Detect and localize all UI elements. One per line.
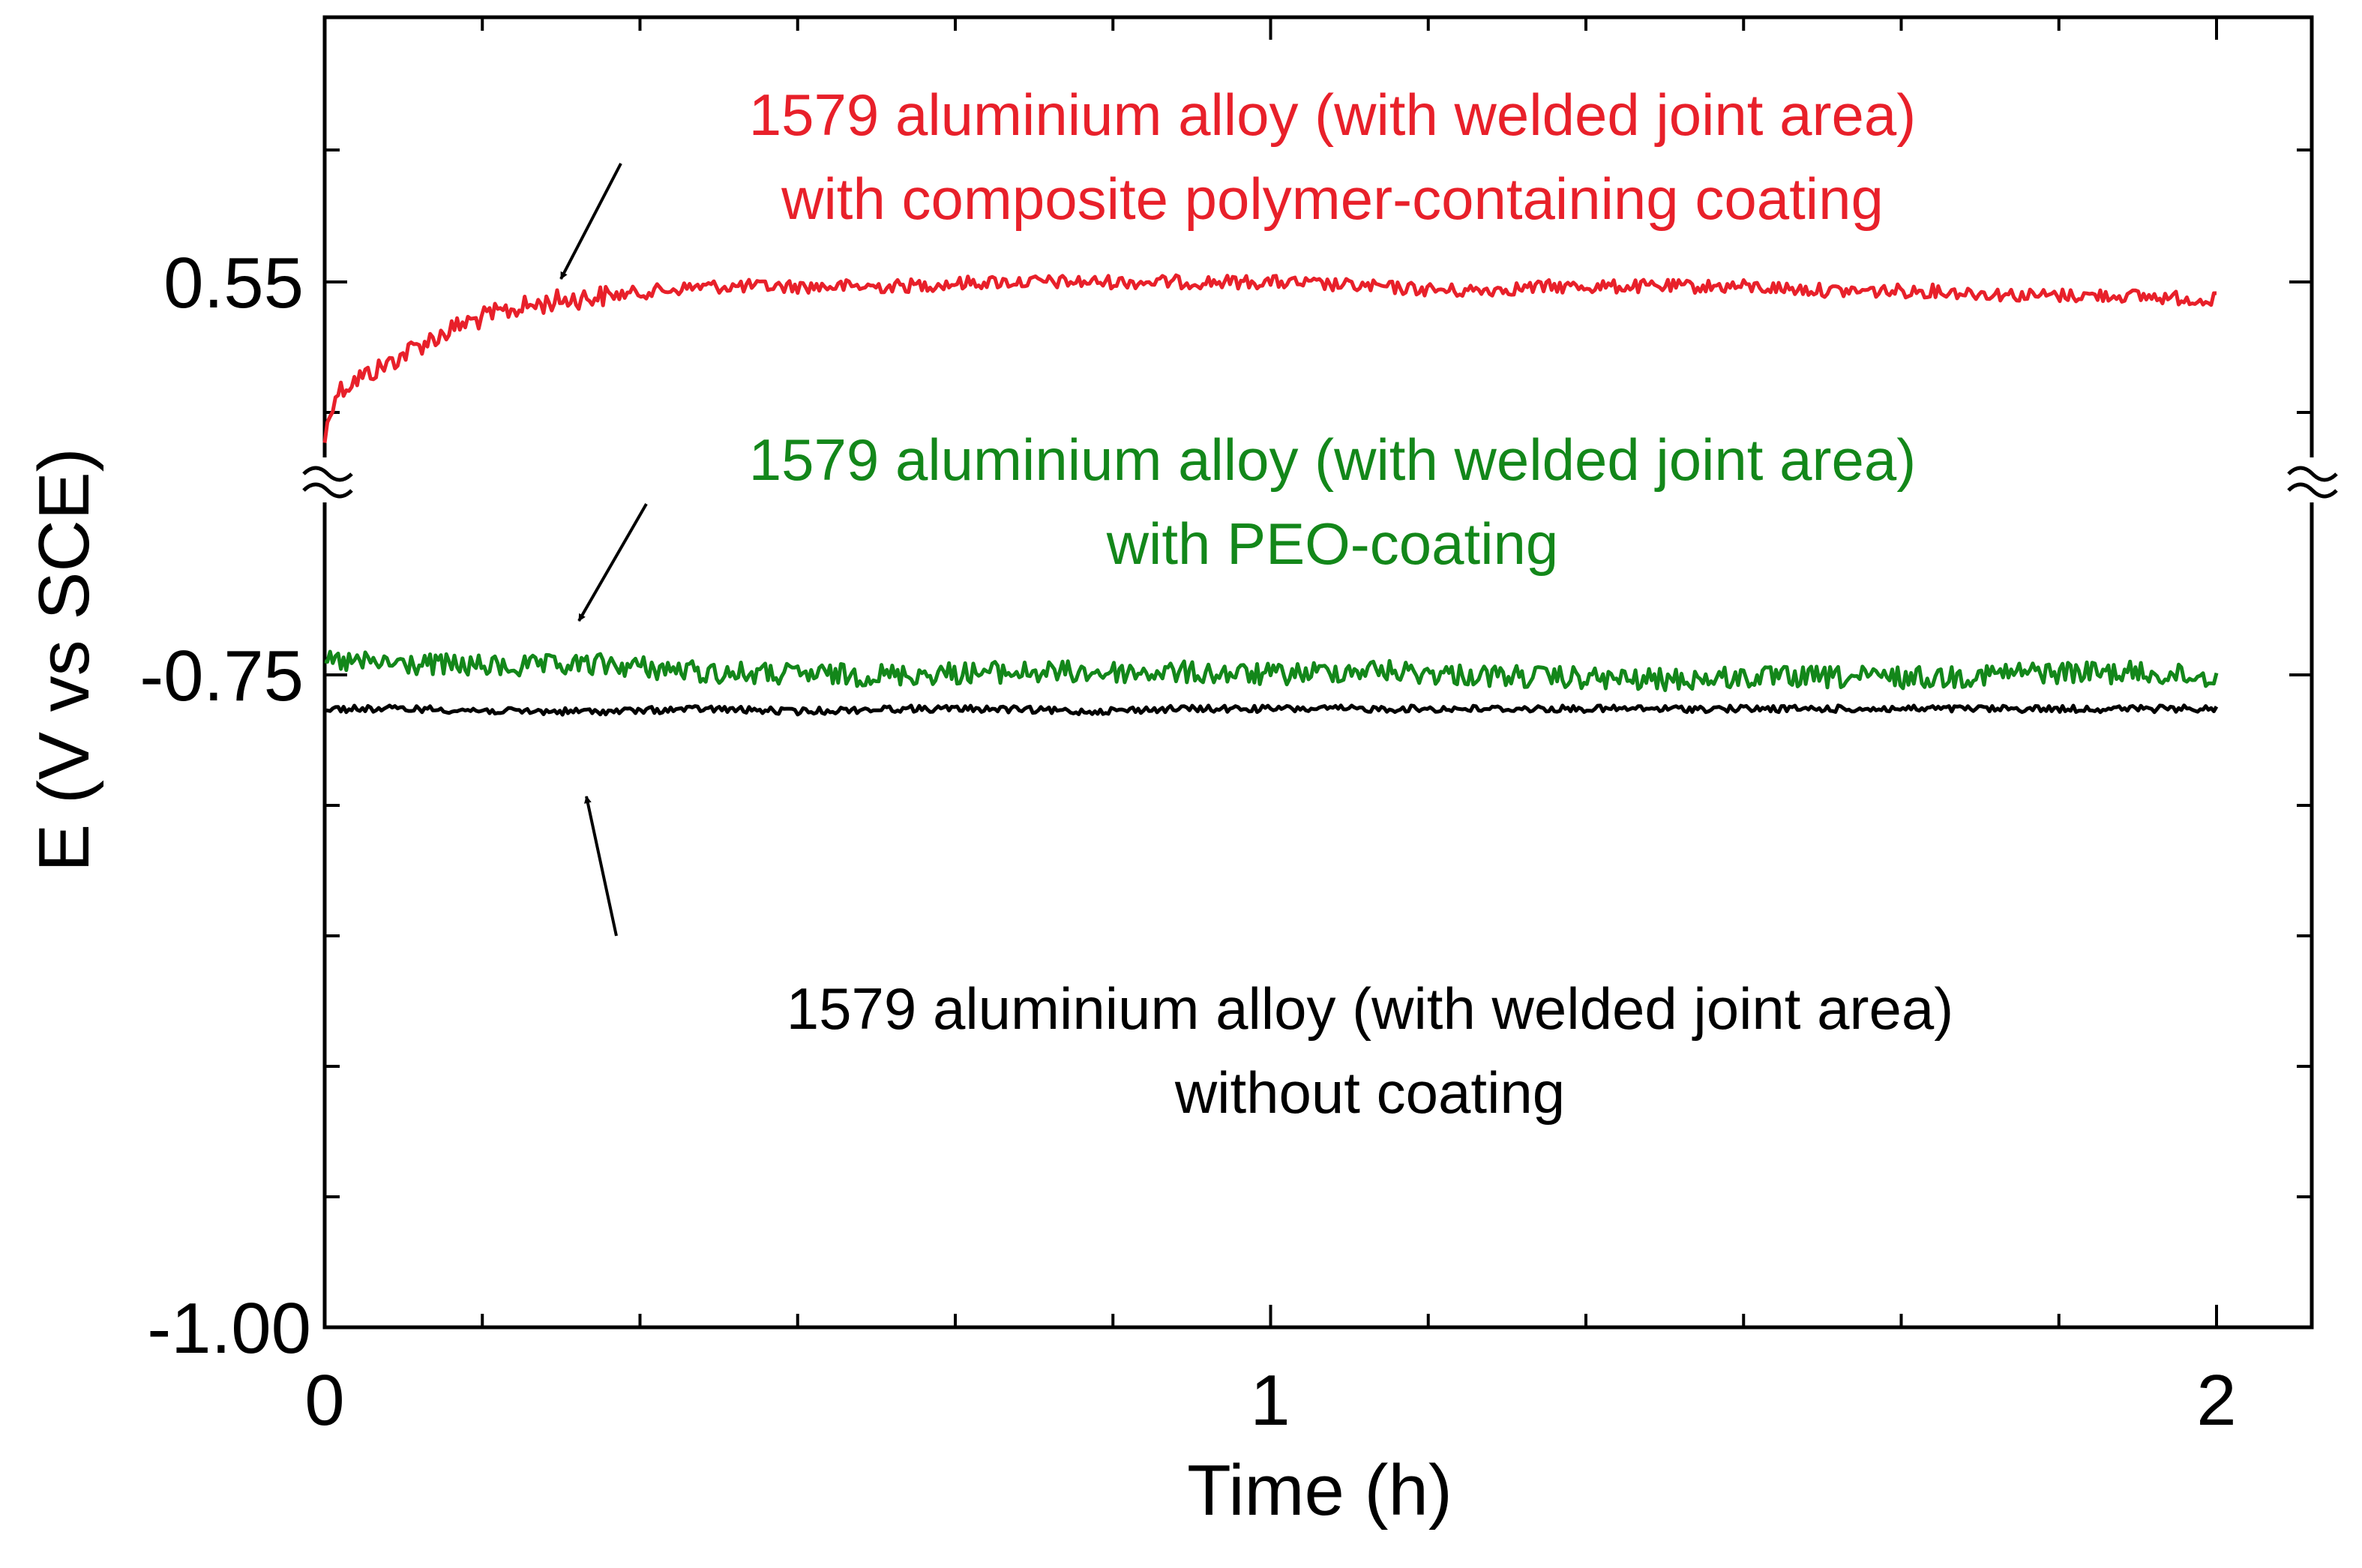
annotation-polymer-arrow <box>559 163 622 280</box>
x-axis-title: Time (h) <box>1187 1450 1452 1531</box>
series-line-without-coating <box>324 703 2219 717</box>
series-line-peo-coating <box>324 649 2219 692</box>
annotation-uncoated-arrow <box>584 796 618 937</box>
y-axis-break-right <box>2286 457 2338 502</box>
x-tick-label-0: 0 <box>304 1360 344 1441</box>
y-tick-label-top: 0.55 <box>163 243 304 323</box>
y-axis-title: E (V vs SCE) <box>24 448 104 871</box>
y-axis-break-left <box>300 457 353 502</box>
series-line-polymer-coating <box>322 273 2217 443</box>
annotation-peo-line-1: 1579 aluminium alloy (with welded joint … <box>749 427 1916 493</box>
x-tick-label-1: 1 <box>1250 1360 1290 1441</box>
annotation-peo-line-2: with PEO-coating <box>1106 511 1559 577</box>
annotation-uncoated-line-2: without coating <box>1174 1060 1565 1126</box>
annotation-polymer-line-1: 1579 aluminium alloy (with welded joint … <box>749 82 1916 148</box>
y-tick-label-bottom: -1.00 <box>147 1288 311 1369</box>
annotation-peo-arrow <box>577 503 648 622</box>
annotation-uncoated-line-1: 1579 aluminium alloy (with welded joint … <box>787 976 1953 1042</box>
annotation-polymer-line-2: with composite polymer-containing coatin… <box>781 166 1884 232</box>
plot-frame <box>322 15 2314 1330</box>
y-tick-label-middle: -0.75 <box>139 636 304 716</box>
x-tick-label-2: 2 <box>2196 1360 2236 1441</box>
